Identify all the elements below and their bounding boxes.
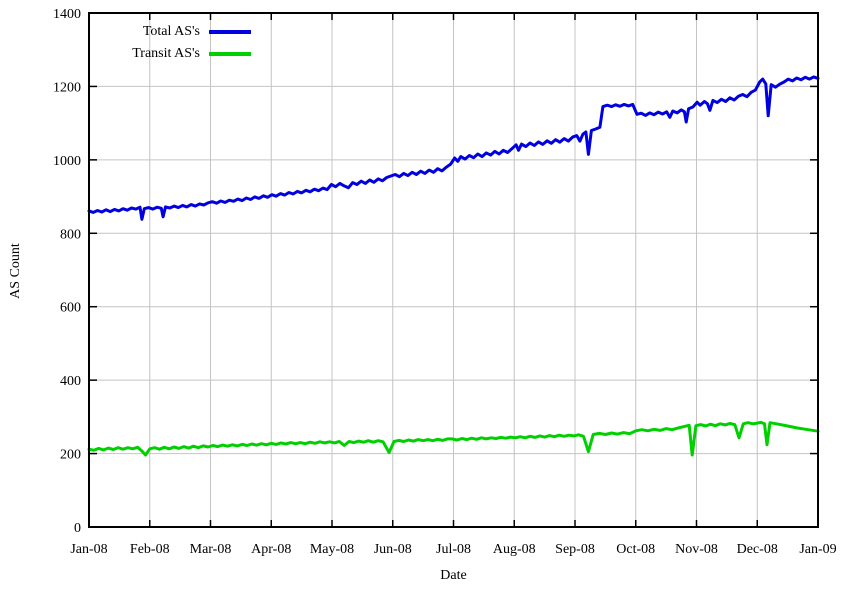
x-tick-label: Mar-08 <box>190 542 232 557</box>
x-tick-label: Feb-08 <box>130 542 170 557</box>
y-tick-label: 1000 <box>53 154 81 169</box>
y-tick-label: 1200 <box>53 80 81 95</box>
x-tick-label: Sep-08 <box>555 542 595 557</box>
legend-label-transit-as: Transit AS's <box>132 46 200 61</box>
x-tick-label: Nov-08 <box>675 542 718 557</box>
y-tick-label: 200 <box>60 448 81 463</box>
x-tick-label: Jun-08 <box>374 542 412 557</box>
x-tick-label: May-08 <box>310 542 354 557</box>
x-tick-label: Oct-08 <box>616 542 655 557</box>
x-axis-title: Date <box>440 568 467 583</box>
legend-entry-total-as: Total AS's <box>52 21 251 43</box>
y-tick-label: 0 <box>74 521 81 536</box>
legend-label-total-as: Total AS's <box>142 24 200 39</box>
series-line-transit-as <box>87 420 820 457</box>
y-tick-label: 800 <box>60 227 81 242</box>
y-tick-label: 1400 <box>53 7 81 22</box>
legend: Total AS's Transit AS's <box>52 21 251 65</box>
series-line-total-as <box>87 75 820 221</box>
y-axis-title: AS Count <box>8 243 23 299</box>
x-tick-label: Apr-08 <box>251 542 291 557</box>
x-tick-label: Jul-08 <box>436 542 471 557</box>
x-tick-label: Jan-09 <box>799 542 836 557</box>
legend-line-sample-total-as <box>209 30 251 34</box>
y-tick-label: 400 <box>60 374 81 389</box>
x-tick-label: Aug-08 <box>493 542 536 557</box>
x-tick-label: Jan-08 <box>70 542 107 557</box>
legend-entry-transit-as: Transit AS's <box>52 43 251 65</box>
legend-line-sample-transit-as <box>209 52 251 56</box>
y-tick-label: 600 <box>60 301 81 316</box>
x-tick-label: Dec-08 <box>737 542 778 557</box>
